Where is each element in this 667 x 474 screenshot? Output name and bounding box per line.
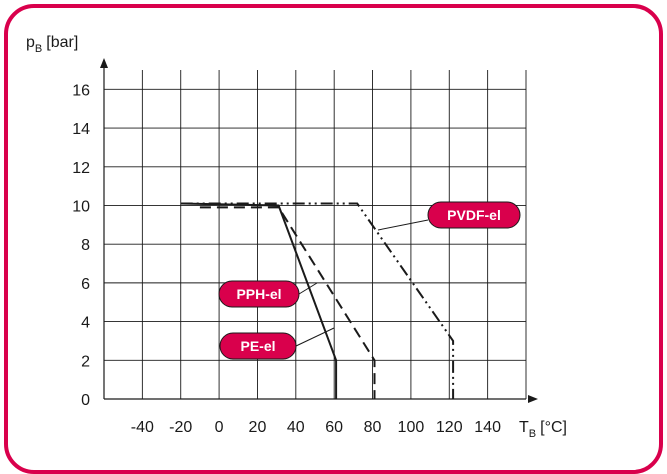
x-axis-arrow [528,395,538,403]
x-tick-label: -40 [131,419,154,436]
x-tick-label: 60 [325,419,343,436]
badge-pe-el [219,332,297,360]
x-tick-label: 120 [436,419,463,436]
x-tick-label: 20 [249,419,267,436]
leader-line-pe-el [295,327,335,347]
x-axis-title: TB [°C] [519,419,567,440]
x-axis-symbol: T [519,419,529,436]
y-tick-label: 6 [81,276,90,293]
y-tick-label: 10 [72,198,90,215]
y-tick-label: 14 [72,121,90,138]
series-lines [180,202,455,399]
leader-line-pph-el [298,282,318,295]
badge-label-pvdf-el: PVDF-el [447,207,501,223]
y-tick-label: 12 [72,160,90,177]
pressure-temperature-chart: 0 2 4 6 8 10 12 14 16 -40 -20 0 20 40 60 80 100 120 140 PV… [26,34,567,440]
series-badges: PVDF-el PPH-el PE-el [218,201,521,360]
x-tick-label: 80 [364,419,382,436]
chart-frame [4,4,663,474]
y-tick-label: 2 [81,353,90,370]
y-axis-symbol: p [26,34,35,51]
x-axis-subscript: B [529,428,536,440]
tick-labels: 0 2 4 6 8 10 12 14 16 -40 -20 0 20 40 60 80 100 120 140 [72,82,501,436]
y-tick-label: 0 [81,392,90,409]
y-axis-title: pB [bar] [26,34,78,55]
x-tick-label: 100 [398,419,425,436]
badge-label-pe-el: PE-el [240,338,275,354]
y-axis-unit: [bar] [46,34,78,51]
y-tick-label: 4 [81,315,90,332]
grid-lines [104,70,527,399]
y-tick-label: 8 [81,237,90,254]
x-tick-label: -20 [169,419,192,436]
y-tick-label: 16 [72,82,90,99]
badge-pph-el [218,280,300,308]
y-axis-subscript: B [35,43,42,55]
x-tick-label: 40 [287,419,305,436]
series-line-pe-el [180,202,338,399]
axes [100,58,538,403]
y-axis-arrow [100,58,108,68]
series-line-pvdf-el [180,202,455,399]
x-tick-label: 0 [215,419,224,436]
badge-label-pph-el: PPH-el [236,286,281,302]
badge-pvdf-el [427,201,521,229]
x-axis-unit: [°C] [540,419,567,436]
series-line-pph-el [199,206,376,399]
x-tick-label: 140 [474,419,501,436]
leader-line-pvdf-el [377,219,429,231]
